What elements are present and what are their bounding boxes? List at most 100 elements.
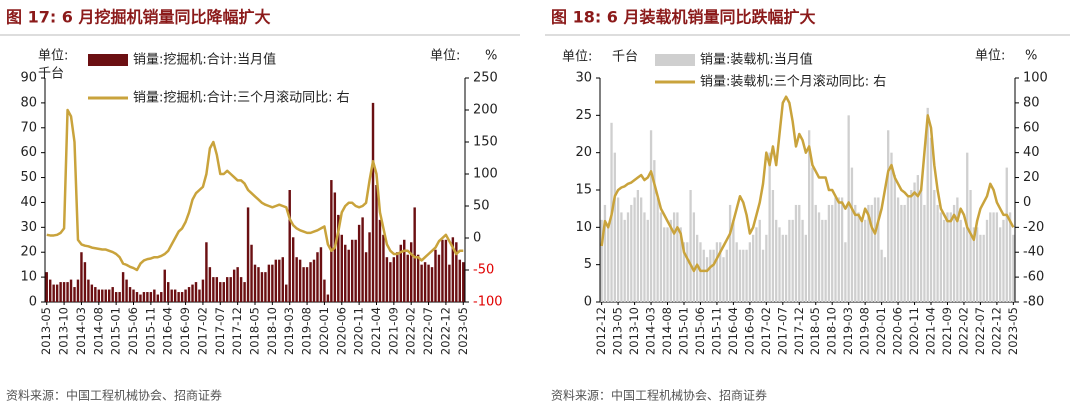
bar xyxy=(640,197,643,302)
bar xyxy=(788,219,791,302)
x-tick-label: 2013-05 xyxy=(39,307,53,355)
y2-tick-label: 200 xyxy=(473,103,498,118)
bar xyxy=(236,267,239,302)
bar xyxy=(229,277,232,302)
x-tick-label: 2018-10 xyxy=(825,307,839,355)
source-note: 资料来源：中国工程机械协会、招商证券 xyxy=(6,388,222,403)
bar xyxy=(620,212,623,302)
bar xyxy=(722,257,725,302)
bar xyxy=(768,152,771,302)
bar xyxy=(903,204,906,302)
bar xyxy=(239,277,243,302)
bar xyxy=(857,212,860,302)
bar xyxy=(939,212,943,302)
bar xyxy=(309,262,312,302)
bar xyxy=(735,242,738,302)
x-tick-label: 2021-04 xyxy=(924,307,938,355)
bar xyxy=(302,267,305,302)
bar xyxy=(949,212,952,302)
bar xyxy=(125,279,128,302)
bar xyxy=(94,287,97,302)
x-tick-label: 2020-11 xyxy=(352,307,366,355)
x-tick-label: 2014-03 xyxy=(644,307,658,355)
x-tick-label: 2019-03 xyxy=(841,307,855,355)
line xyxy=(46,108,464,272)
y-tick-label: 5 xyxy=(584,257,592,272)
bar xyxy=(709,249,712,302)
bar xyxy=(52,284,55,302)
bar xyxy=(73,287,76,302)
bar xyxy=(80,252,83,302)
bar xyxy=(347,249,350,302)
bar xyxy=(278,259,281,302)
bar xyxy=(427,264,430,302)
bar xyxy=(132,289,135,302)
bar xyxy=(48,279,52,302)
bar xyxy=(623,219,626,302)
x-tick-label: 2021-09 xyxy=(940,307,954,355)
bar xyxy=(995,212,999,302)
bar xyxy=(791,219,794,302)
bar xyxy=(672,212,676,302)
y2-tick-label: 20 xyxy=(1023,170,1040,185)
y2-tick-label: 0 xyxy=(1023,195,1031,210)
bar xyxy=(705,257,709,302)
y2-tick-label: 60 xyxy=(1023,120,1040,135)
y2-tick-label: 40 xyxy=(1023,145,1040,160)
bar xyxy=(919,190,923,302)
x-tick-label: 2022-02 xyxy=(956,307,970,355)
bar xyxy=(198,289,201,302)
bar xyxy=(253,264,257,302)
bar xyxy=(1012,234,1015,302)
bar xyxy=(319,247,323,302)
x-tick-label: 2019-08 xyxy=(858,307,872,355)
y-tick-label: 25 xyxy=(575,108,592,123)
bar xyxy=(755,227,758,302)
bar xyxy=(943,219,946,302)
bar xyxy=(738,249,742,302)
x-tick-label: 2021-04 xyxy=(369,307,383,355)
bar xyxy=(226,277,229,302)
bar xyxy=(184,289,187,302)
bar xyxy=(448,264,451,302)
bar xyxy=(260,272,264,302)
bar xyxy=(323,279,326,302)
x-tick-label: 2012-12 xyxy=(594,307,608,355)
bar xyxy=(725,249,728,302)
y2-tick-label: -50 xyxy=(473,263,494,278)
x-tick-label: 2017-07 xyxy=(775,307,789,355)
bar xyxy=(863,219,867,302)
bar xyxy=(413,207,416,302)
bar xyxy=(423,262,427,302)
bar xyxy=(811,167,814,302)
line xyxy=(600,95,1015,273)
bar xyxy=(630,204,633,302)
bar xyxy=(222,282,225,302)
bar xyxy=(613,152,616,302)
bar xyxy=(170,289,173,302)
bar xyxy=(371,102,375,302)
bar xyxy=(959,219,962,302)
y-tick-label: 70 xyxy=(20,120,37,135)
x-tick-label: 2019-03 xyxy=(282,307,296,355)
bar xyxy=(1002,219,1005,302)
y-tick-label: 0 xyxy=(584,295,592,310)
x-tick-label: 2016-04 xyxy=(726,307,740,355)
bar xyxy=(666,227,669,302)
x-tick-label: 2020-01 xyxy=(874,307,888,355)
x-tick-label: 2018-05 xyxy=(248,307,262,355)
y-tick-label: 50 xyxy=(20,170,37,185)
y2-tick-label: -40 xyxy=(1023,245,1044,260)
bar xyxy=(205,242,208,302)
bar xyxy=(153,289,156,302)
bar xyxy=(361,217,364,302)
bar xyxy=(679,227,682,302)
bar xyxy=(982,234,985,302)
bar xyxy=(232,269,236,302)
x-tick-label: 2017-02 xyxy=(195,307,209,355)
bar xyxy=(462,262,465,302)
bar xyxy=(378,219,382,302)
bar xyxy=(55,284,59,302)
bar xyxy=(389,262,392,302)
bar xyxy=(626,212,630,302)
